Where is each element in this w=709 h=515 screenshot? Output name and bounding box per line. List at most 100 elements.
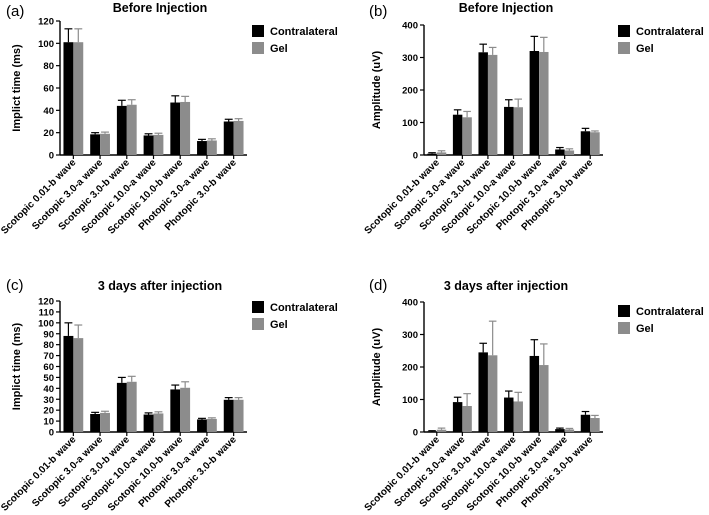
legend-label: Contralateral [636,306,704,318]
chart-panel-1: (a) Before Injection Implict time (ms) 0 20 4… [0,1,338,237]
chart-title: Before Injection [113,1,207,15]
y-tick-label: 400 [402,21,418,32]
bar-contralateral [555,429,565,432]
bar-gel [206,418,217,432]
y-tick-label: 40 [43,106,54,117]
y-tick-label: 90 [43,329,54,340]
bar-contralateral [580,131,591,155]
legend-swatch-contralateral [252,301,264,313]
bar-contralateral [223,121,234,155]
y-tick-label: 40 [43,384,54,395]
bar-gel [233,120,244,155]
bar-gel [564,150,575,155]
bar-contralateral [170,102,181,155]
y-axis-label: Implict time (ms) [11,44,23,132]
y-tick-label: 200 [402,363,418,374]
legend-swatch-contralateral [252,25,264,37]
y-tick-label: 110 [39,307,54,318]
bar-contralateral [143,414,154,432]
bar-gel [100,412,110,432]
bar-gel [590,132,600,155]
y-tick-label: 30 [43,395,54,406]
y-tick-label: 80 [43,340,54,351]
bar-gel [487,54,498,155]
bar-contralateral [580,414,591,432]
bar-gel [73,42,84,155]
bar-contralateral [197,419,207,432]
chart-title: 3 days after injection [98,279,222,293]
legend-label: Contralateral [636,26,704,38]
bar-gel [126,104,137,155]
y-tick-label: 100 [38,318,54,329]
chart-panel-4: (d) 3 days after injection Amplitude (uV) 0… [363,277,704,514]
legend-label: Gel [636,323,654,335]
y-axis-label: Implict time (ms) [11,322,23,410]
y-tick-label: 60 [43,362,54,373]
bar-contralateral [504,106,514,155]
bar-gel [233,399,244,432]
bar-gel [180,101,191,155]
bar-gel [100,133,110,155]
bar-gel [436,429,447,432]
bar-contralateral [223,399,234,432]
bar-contralateral [504,397,514,432]
chart-panel-2: (b) Before Injection Amplitude (uV) 0 100 200… [363,1,704,237]
bar-gel [153,134,164,155]
bar-gel [590,418,600,432]
legend-swatch-gel [618,322,630,334]
y-tick-label: 100 [402,118,418,129]
bar-contralateral [197,141,207,155]
bar-contralateral [116,382,127,432]
legend-swatch-contralateral [618,305,630,317]
bar-contralateral [427,431,437,432]
bar-contralateral [529,355,540,432]
bar-contralateral [63,335,74,432]
bar-contralateral [116,105,127,155]
y-tick-label: 0 [49,428,54,439]
bar-contralateral [529,51,540,155]
y-tick-label: 20 [43,406,54,417]
bar-contralateral [452,114,463,155]
y-tick-label: 200 [402,86,418,97]
bar-gel [180,387,191,432]
y-tick-label: 70 [43,351,54,362]
y-tick-label: 120 [38,297,54,308]
y-tick-label: 0 [413,151,418,162]
panel-label: (a) [6,3,24,20]
y-tick-label: 100 [402,395,418,406]
legend-label: Gel [270,43,288,55]
bar-gel [436,152,447,155]
bar-contralateral [170,389,181,432]
bar-gel [462,406,472,432]
legend-label: Contralateral [270,26,338,38]
bar-contralateral [90,413,101,432]
y-tick-label: 50 [43,373,54,384]
bar-contralateral [90,134,101,155]
y-tick-label: 0 [413,428,418,439]
bar-gel [539,51,549,155]
panel-label: (d) [369,277,387,294]
y-tick-label: 120 [38,17,54,28]
panel-label: (c) [6,277,24,294]
y-tick-label: 300 [402,53,418,64]
bar-gel [487,355,498,432]
bar-gel [462,117,472,155]
y-tick-label: 0 [49,151,54,162]
bar-gel [153,413,164,432]
legend-swatch-contralateral [618,25,630,37]
y-tick-label: 300 [402,330,418,341]
bar-contralateral [478,52,488,155]
y-tick-label: 10 [43,417,54,428]
bar-gel [539,365,549,432]
y-tick-label: 20 [43,128,54,139]
bar-gel [206,140,217,155]
legend-swatch-gel [252,318,264,330]
bar-contralateral [452,402,463,432]
y-tick-label: 60 [43,84,54,95]
bar-gel [126,381,137,432]
y-axis-label: Amplitude (uV) [371,328,383,407]
bar-gel [513,401,523,432]
bar-contralateral [143,135,154,155]
bar-gel [564,429,575,432]
